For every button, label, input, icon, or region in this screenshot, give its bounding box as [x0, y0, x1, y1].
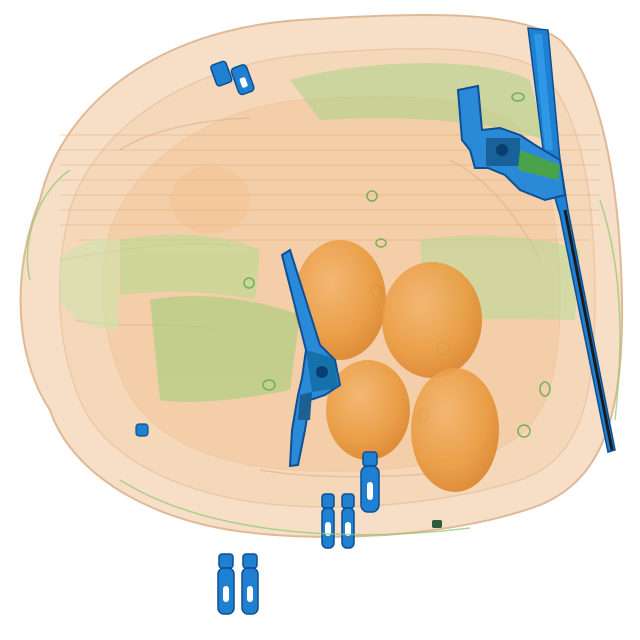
zipper-pull	[321, 493, 335, 549]
bag-outline	[26, 169, 621, 536]
round-organic-item	[294, 240, 386, 360]
mixed-material-regions	[60, 63, 580, 402]
zipper-pull	[241, 553, 259, 615]
round-organic-item	[411, 368, 499, 492]
round-organic-item	[326, 360, 410, 460]
zippers	[135, 60, 442, 615]
round-organic-item	[382, 262, 482, 378]
round-organic-item	[170, 166, 250, 234]
zipper-pull	[210, 60, 255, 96]
zipper-pull	[217, 553, 235, 615]
zipper-pull	[341, 493, 355, 549]
organic-items	[170, 166, 499, 492]
revolver	[456, 84, 567, 202]
revolver	[280, 248, 342, 468]
zipper-stopper	[135, 423, 442, 528]
zipper-pull	[360, 451, 380, 513]
